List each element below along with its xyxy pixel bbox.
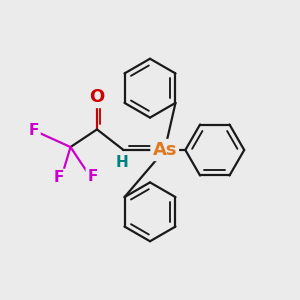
Text: F: F xyxy=(87,169,98,184)
Text: H: H xyxy=(116,155,128,170)
Text: F: F xyxy=(53,170,64,185)
Text: F: F xyxy=(28,123,39,138)
Text: As: As xyxy=(152,141,177,159)
Text: O: O xyxy=(89,88,105,106)
